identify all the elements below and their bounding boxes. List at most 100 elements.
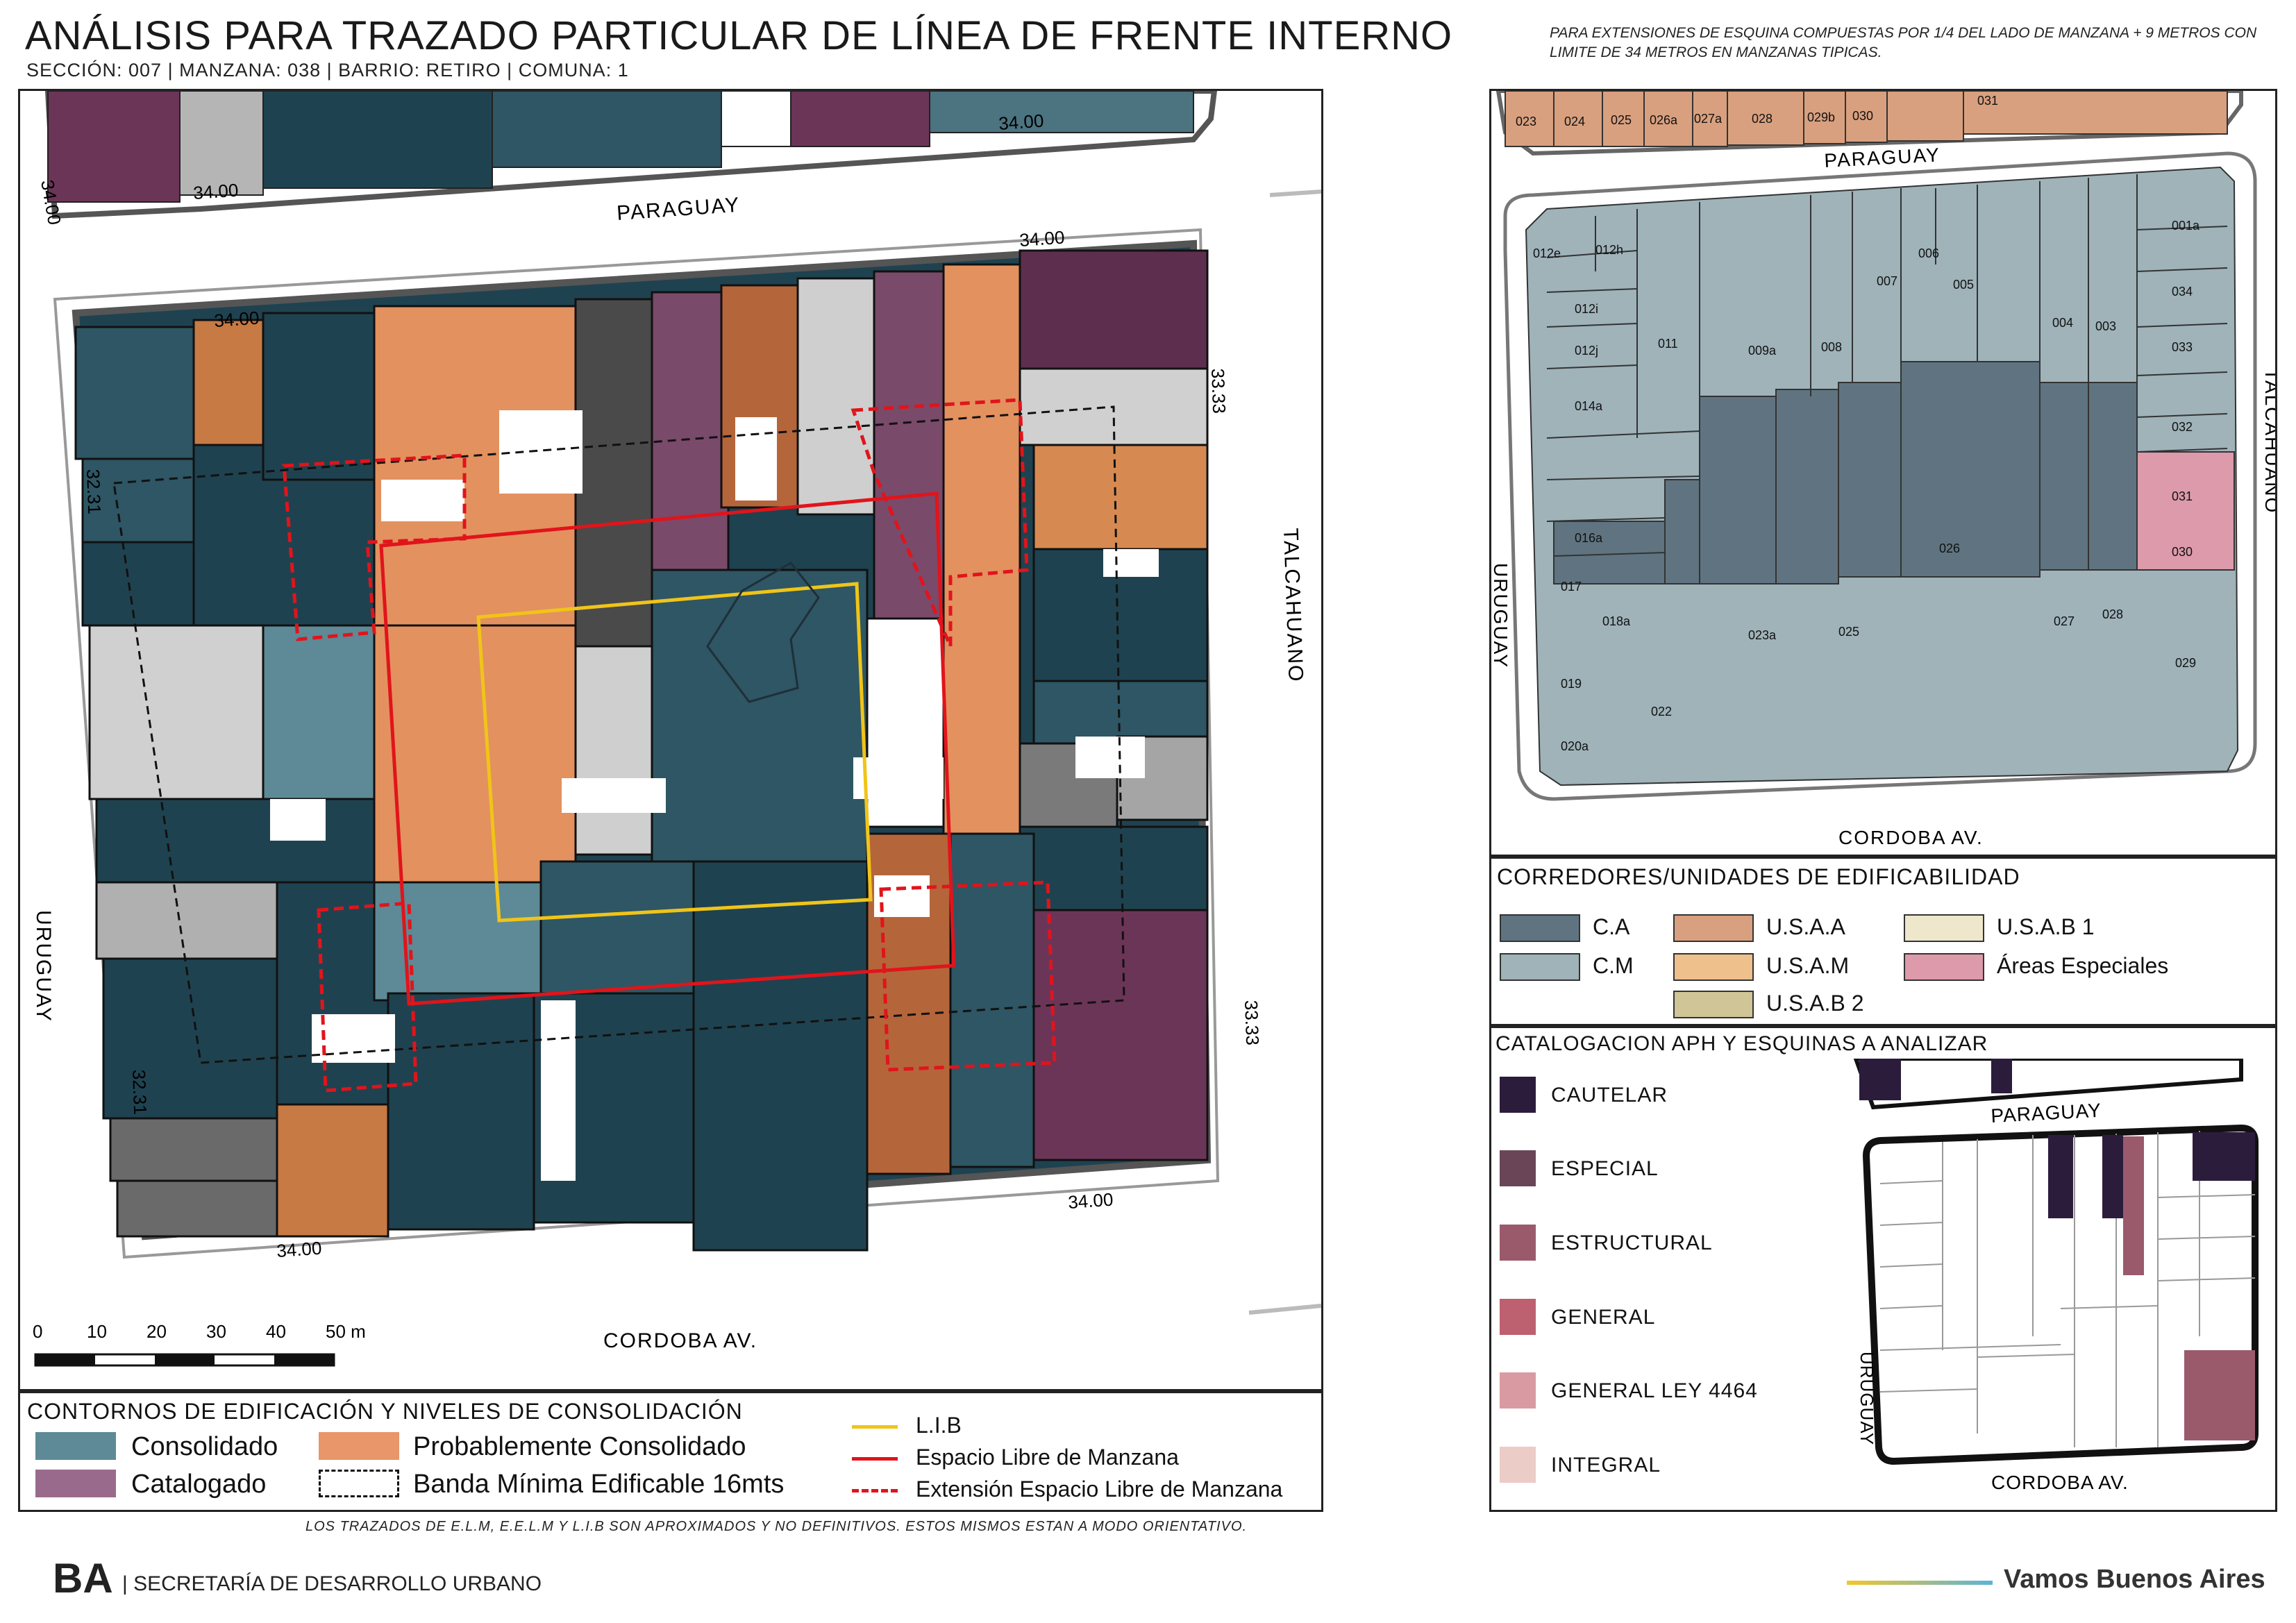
street-label-paraguay: PARAGUAY	[616, 194, 741, 225]
parcel-label: 012i	[1575, 302, 1598, 316]
swatch-usab2	[1673, 991, 1754, 1018]
legend-label-banda: Banda Mínima Edificable 16mts	[413, 1470, 785, 1499]
parcel-label: 025	[1611, 113, 1632, 127]
legend-label-cm: C.M	[1593, 953, 1634, 978]
scale-label-30: 30	[206, 1321, 226, 1342]
interior-polygon	[706, 562, 820, 703]
swatch-eelm	[852, 1489, 898, 1492]
parcel-label: 027	[2054, 614, 2075, 628]
block-analysis-map[interactable]: 34.00 34.00 34.00 PARAGUAY	[18, 88, 1323, 1391]
swatch-cautelar	[1500, 1077, 1536, 1113]
parcel-label: 030	[1852, 109, 1873, 123]
legend-consolidacion-title: CONTORNOS DE EDIFICACIÓN Y NIVELES DE CO…	[27, 1399, 743, 1424]
swatch-usaa	[1673, 914, 1754, 942]
street-label-cordoba: CORDOBA AV.	[1838, 827, 1984, 848]
block-analysis-map-svg: 34.00 34.00 34.00 PARAGUAY	[32, 88, 1322, 1367]
parcel-label: 005	[1953, 278, 1974, 292]
legend-label-ca: C.A	[1593, 914, 1630, 939]
footer-org-name: | SECRETARÍA DE DESARROLLO URBANO	[122, 1572, 542, 1595]
scale-bar: 0 10 20 30 40 50 m	[33, 1321, 366, 1367]
disclaimer-note: LOS TRAZADOS DE E.L.M, E.E.L.M Y L.I.B S…	[305, 1519, 1248, 1534]
legend-label-eelm: Extensión Espacio Libre de Manzana	[916, 1477, 1283, 1502]
parcel-block	[1525, 166, 2239, 787]
parcel-labels: 012e 012h 012i 012j 014a 011 009a 008 00…	[1533, 219, 2200, 753]
ba-logo: BA	[53, 1555, 115, 1601]
slogan-gradient-line	[1847, 1581, 1993, 1585]
scale-label-20: 20	[146, 1321, 167, 1342]
parcel-label: 017	[1561, 580, 1582, 594]
swatch-probablemente	[319, 1432, 399, 1460]
dim-block-top-left: 34.00	[213, 308, 260, 331]
parcel-label: 014a	[1575, 399, 1603, 413]
swatch-estructural	[1500, 1225, 1536, 1261]
legend-label-general-ley-4464: GENERAL LEY 4464	[1551, 1379, 1758, 1402]
legend-corredores: CORREDORES/UNIDADES DE EDIFICABILIDAD C.…	[1489, 857, 2277, 1026]
ba-logo-text: BA	[53, 1558, 113, 1597]
parcel-label: 029b	[1807, 110, 1835, 124]
footer-slogan: Vamos Buenos Aires	[2004, 1565, 2265, 1594]
parcel-label: 012j	[1575, 344, 1598, 358]
parcel-label: 022	[1651, 705, 1672, 718]
street-label-talcahuano: TALCAHUANO	[1279, 528, 1307, 683]
scale-label-40: 40	[266, 1321, 286, 1342]
parcel-label: 023	[1516, 115, 1536, 128]
legend-label-usaa: U.S.A.A	[1766, 914, 1845, 939]
swatch-integral	[1500, 1447, 1536, 1483]
swatch-consolidado	[35, 1432, 116, 1460]
swatch-elm	[852, 1457, 898, 1461]
parcel-label: 028	[1752, 112, 1773, 126]
main-block	[72, 239, 1212, 1252]
parcel-label: 030	[2172, 545, 2193, 559]
parcel-label: 003	[2095, 319, 2116, 333]
lib-outline	[476, 582, 873, 923]
dim-block-bottom-right: 34.00	[1067, 1189, 1114, 1213]
legend-label-catalogado: Catalogado	[131, 1470, 267, 1499]
swatch-catalogado	[35, 1470, 116, 1497]
street-label-cordoba: CORDOBA AV.	[603, 1329, 757, 1352]
legend-label-elm: Espacio Libre de Manzana	[916, 1445, 1179, 1470]
parcel-label: 018a	[1602, 614, 1631, 628]
dim-block-bottom-left: 34.00	[276, 1238, 322, 1261]
page-subtitle: SECCIÓN: 007 | MANZANA: 038 | BARRIO: RE…	[26, 60, 629, 81]
legend-label-usab1: U.S.A.B 1	[1997, 914, 2095, 939]
legend-label-usab2: U.S.A.B 2	[1766, 991, 1864, 1016]
street-label-uruguay: URUGUAY	[32, 910, 55, 1023]
page-title: ANÁLISIS PARA TRAZADO PARTICULAR DE LÍNE…	[25, 13, 1453, 58]
parcel-label: 007	[1877, 274, 1897, 288]
parcel-label: 025	[1838, 625, 1859, 639]
swatch-lib	[852, 1425, 898, 1429]
street-label-paraguay: PARAGUAY	[1824, 144, 1941, 171]
dim-block-top-right: 34.00	[1019, 227, 1065, 251]
parcel-label: 020a	[1561, 739, 1589, 753]
dim-top-left: 34.00	[192, 180, 239, 203]
parcel-label: 019	[1561, 677, 1582, 691]
legend-label-usam: U.S.A.M	[1766, 953, 1850, 978]
swatch-areas-especiales	[1904, 953, 1984, 981]
parcel-label: 031	[1977, 94, 1998, 108]
legend-label-estructural: ESTRUCTURAL	[1551, 1231, 1713, 1254]
legend-corredores-title: CORREDORES/UNIDADES DE EDIFICABILIDAD	[1497, 864, 2020, 889]
espacio-libre-manzana-outline	[379, 491, 956, 1006]
parcel-label: 024	[1564, 115, 1585, 128]
dim-block-left-top: 32.31	[83, 469, 105, 514]
parcel-label: 027a	[1694, 112, 1723, 126]
top-parcels: 023 024 025 026a 027a 028 029b 030 031	[1505, 90, 2228, 147]
parcel-label: 026	[1939, 541, 1960, 555]
legend-label-lib: L.I.B	[916, 1413, 962, 1438]
catalogacion-mini-map: PARAGUAY URUGUAY CORDOBA AV.	[1852, 1059, 2275, 1510]
street-label-uruguay: URUGUAY	[1491, 563, 1511, 668]
parcel-map[interactable]: 023 024 025 026a 027a 028 029b 030 031 P…	[1489, 89, 2283, 857]
legend-label-cautelar: CAUTELAR	[1551, 1084, 1668, 1107]
parcel-label: 031	[2172, 489, 2193, 503]
parcel-label: 028	[2102, 607, 2123, 621]
scale-label-50: 50 m	[326, 1321, 366, 1342]
mini-street-uruguay: URUGUAY	[1857, 1352, 1877, 1445]
parcel-label: 009a	[1748, 344, 1777, 358]
ba-logo-icon: BA	[53, 1555, 113, 1601]
parcel-label: 026a	[1650, 113, 1678, 127]
corner-extension-note: PARA EXTENSIONES DE ESQUINA COMPUESTAS P…	[1550, 25, 2257, 60]
dim-block-right-bottom: 33.33	[1241, 1000, 1263, 1045]
parcel-label: 016a	[1575, 531, 1603, 545]
scale-label-10: 10	[87, 1321, 107, 1342]
swatch-general	[1500, 1299, 1536, 1335]
